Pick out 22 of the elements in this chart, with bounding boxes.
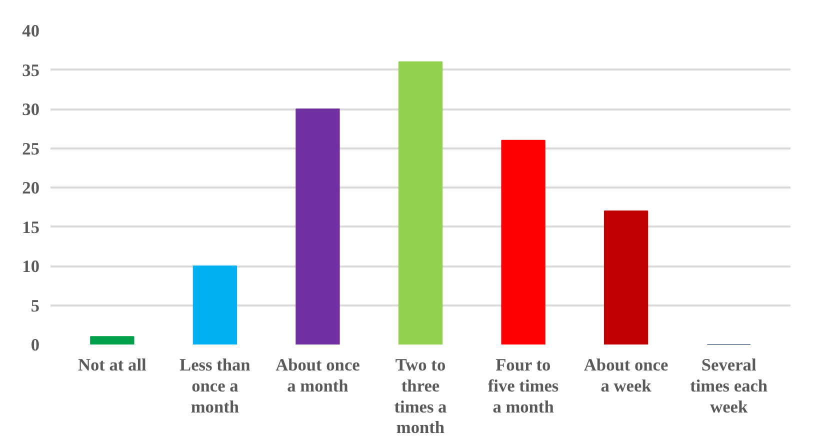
y-tick-label: 15 [22,218,40,237]
x-tick-label: Four to five times a month [488,356,559,416]
y-tick-label: 0 [30,336,40,354]
bar [90,336,134,344]
y-tick-label: 20 [22,178,40,198]
x-tick-label: Less than once a month [180,356,251,416]
y-tick-label: 5 [30,296,40,316]
y-tick-label: 10 [22,257,40,276]
x-tick-label: Several times each week [690,356,768,416]
bar [192,266,238,344]
y-tick-label: 25 [22,139,40,158]
bar [604,210,648,344]
y-tick-label: 40 [22,22,40,40]
x-tick-label: Two to three times a month [394,356,448,438]
x-tick-label: Not at all [78,356,147,374]
y-tick-label: 35 [22,60,40,80]
bar [398,61,443,344]
y-tick-label: 30 [22,100,40,119]
x-tick-label: About once a month [276,356,360,396]
bar [296,108,340,344]
x-tick-label: About once a week [584,356,668,396]
bar [501,140,546,344]
